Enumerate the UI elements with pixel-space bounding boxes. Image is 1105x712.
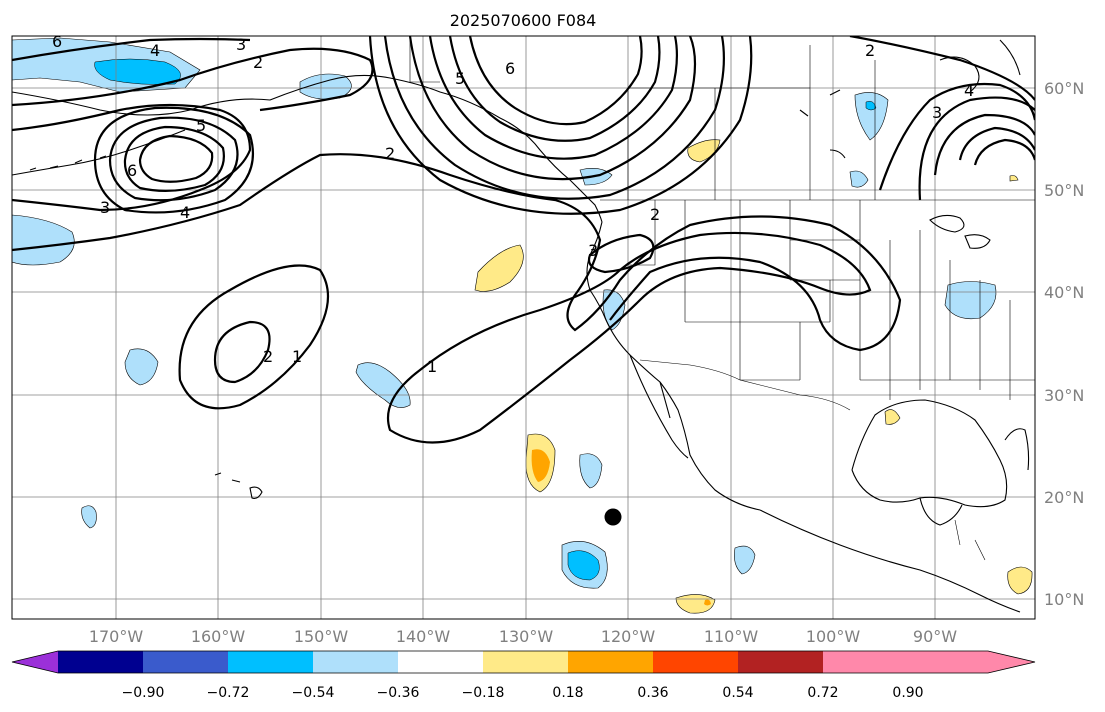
contour-label: 4 — [150, 41, 160, 60]
lat-label: 10°N — [1044, 590, 1084, 609]
contour-label: 5 — [455, 69, 465, 88]
longitude-labels: 170°W 160°W 150°W 140°W 130°W 120°W 110°… — [89, 627, 957, 646]
colorbar-tick-label: 0.90 — [892, 685, 923, 701]
lat-label: 40°N — [1044, 283, 1084, 302]
contour-label: 6 — [127, 161, 137, 180]
strong-positive-anomaly-regions — [531, 449, 711, 606]
contour-label: 1 — [427, 357, 437, 376]
colorbar-tick-label: −0.72 — [207, 685, 250, 701]
contour-label: 2 — [263, 347, 273, 366]
lon-label: 120°W — [601, 627, 656, 646]
contour-label: 3 — [588, 241, 598, 260]
colorbar-tick-label: 0.72 — [807, 685, 838, 701]
contour-label: 6 — [52, 32, 62, 51]
lon-label: 150°W — [294, 627, 349, 646]
lon-label: 100°W — [806, 627, 861, 646]
colorbar-tick-label: 0.36 — [637, 685, 668, 701]
lon-label: 140°W — [396, 627, 451, 646]
contour-label: 6 — [505, 59, 515, 78]
colorbar-segment — [313, 651, 398, 673]
lat-label: 30°N — [1044, 386, 1084, 405]
colorbar-segment — [483, 651, 568, 673]
lon-label: 160°W — [191, 627, 246, 646]
colorbar-segment — [58, 651, 143, 673]
colorbar-tick-label: 0.54 — [722, 685, 753, 701]
colorbar-tick-label: 0.18 — [552, 685, 583, 701]
colorbar-outline — [11, 650, 1036, 674]
contour-label: 3 — [236, 35, 246, 54]
map-title: 2025070600 F084 — [450, 11, 597, 30]
map-frame — [11, 35, 1036, 620]
colorbar-segment — [738, 651, 823, 673]
colorbar-segment — [398, 651, 483, 673]
borders — [409, 36, 1035, 561]
lat-label: 60°N — [1044, 79, 1084, 98]
colorbar-segment — [568, 651, 653, 673]
lat-label: 20°N — [1044, 488, 1084, 507]
contour-label-group: 6 4 3 2 5 6 3 4 2 1 1 2 5 6 2 3 2 3 4 — [52, 32, 974, 376]
lon-label: 130°W — [499, 627, 554, 646]
contour-label: 1 — [292, 347, 302, 366]
colorbar-left-extension — [12, 651, 58, 673]
colorbar-segment — [228, 651, 313, 673]
contour-label: 3 — [932, 103, 942, 122]
contour-label: 4 — [180, 203, 190, 222]
contour-label: 4 — [964, 81, 974, 100]
colorbar-tick-label: −0.18 — [462, 685, 505, 701]
contour-label: 2 — [253, 53, 263, 72]
colorbar-tick-label: −0.54 — [292, 685, 335, 701]
colorbar: −0.90 −0.72 −0.54 −0.36 −0.18 0.18 0.36 … — [11, 650, 1036, 701]
colorbar-tick-label: −0.36 — [377, 685, 420, 701]
lon-label: 90°W — [913, 627, 957, 646]
contour-label: 2 — [650, 205, 660, 224]
contour-label: 2 — [865, 41, 875, 60]
contour-lines — [12, 36, 1035, 444]
lon-label: 110°W — [704, 627, 759, 646]
latitude-labels: 60°N 50°N 40°N 30°N 20°N 10°N — [1044, 79, 1084, 609]
contour-label: 3 — [100, 198, 110, 217]
colorbar-right-extension — [908, 651, 1035, 673]
location-marker — [604, 508, 622, 526]
colorbar-segment — [143, 651, 228, 673]
contour-label: 5 — [196, 116, 206, 135]
contour-label: 2 — [385, 144, 395, 163]
lon-label: 170°W — [89, 627, 144, 646]
colorbar-segment — [653, 651, 738, 673]
colorbar-tick-label: −0.90 — [122, 685, 165, 701]
lat-label: 50°N — [1044, 181, 1084, 200]
colorbar-segment — [823, 651, 908, 673]
